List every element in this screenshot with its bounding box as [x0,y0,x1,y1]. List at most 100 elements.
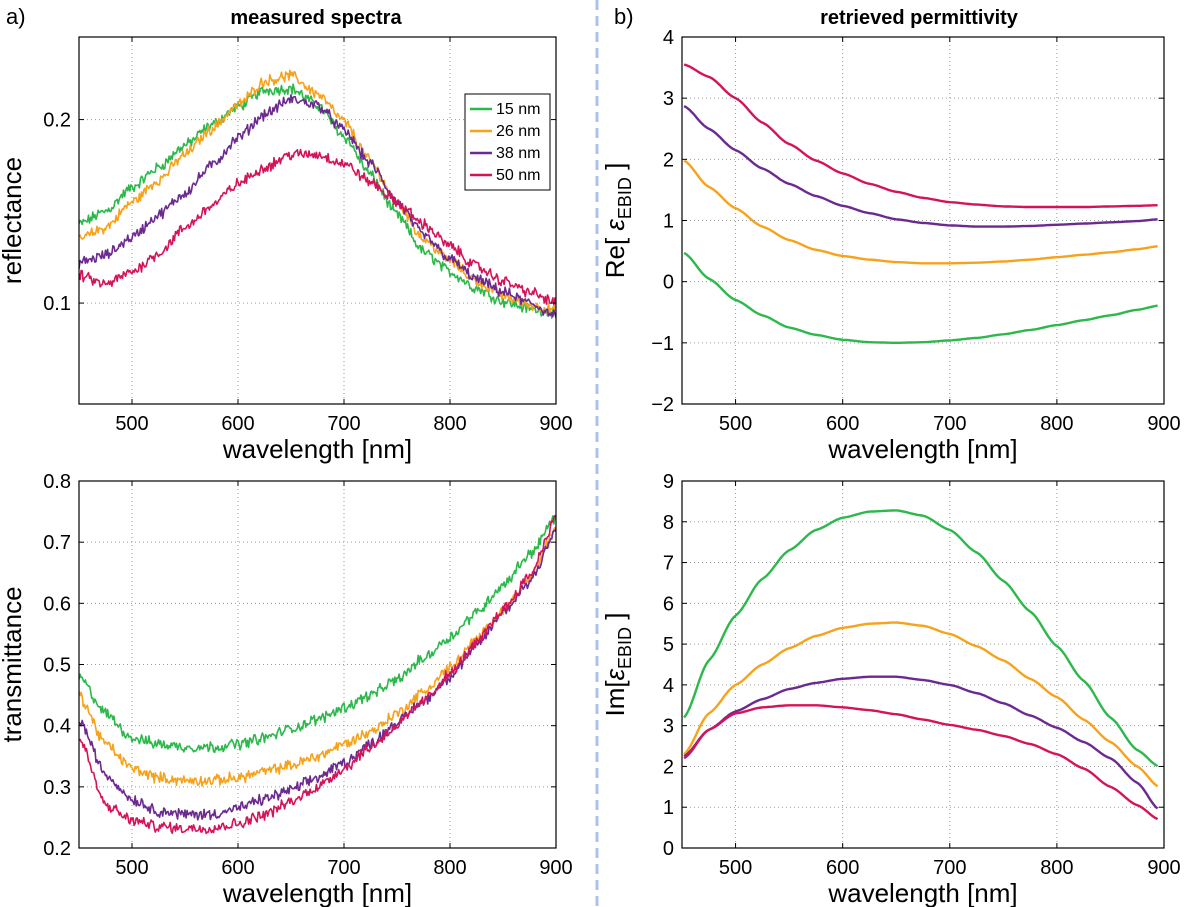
reflectance-frame [78,36,557,405]
transmittance-ytick-label-5: 0.7 [43,532,71,554]
transmittance-ytick-label-2: 0.4 [43,716,71,738]
im-eps-ytick-label-4: 4 [663,675,674,697]
reflectance-series-group [79,69,556,319]
panel-label-a: a) [6,4,26,29]
transmittance-frame [78,480,557,849]
panel-label-b: b) [614,4,634,29]
reflectance-legend-label-1: 26 nm [496,123,540,140]
reflectance-xtick-label-2: 700 [327,413,360,435]
transmittance-xtick-label-2: 700 [327,857,360,879]
re-eps-xtick-label-2: 700 [933,413,966,435]
im-eps-ytick-label-6: 6 [663,593,674,615]
reflectance-series-26nm [79,69,556,315]
reflectance-xtick-label-1: 600 [221,413,254,435]
reflectance-ylabel: reflectance [0,157,27,284]
reflectance-xlabel: wavelength [nm] [222,434,412,464]
re-eps-ytick-label-0: −2 [651,394,674,416]
re-eps-ylabel: Re[ εEBID ] [600,163,635,279]
im-eps-series-group [683,509,1159,821]
re-eps-ytick-label-5: 3 [663,88,674,110]
im-eps-ytick-label-2: 2 [663,756,674,778]
reflectance-series-15nm [79,83,556,319]
re-eps-xtick-label-3: 800 [1040,413,1073,435]
reflectance-xtick-label-0: 500 [115,413,148,435]
re-eps-series-26nm [683,159,1158,265]
re-eps-series-group [683,63,1158,344]
column-title-left: measured spectra [230,7,402,29]
reflectance-xtick-label-4: 900 [539,413,572,435]
transmittance-xtick-label-3: 800 [433,857,466,879]
transmittance-xtick-label-1: 600 [221,857,254,879]
re-eps-series-38nm [683,105,1158,228]
column-title-right: retrieved permittivity [820,7,1019,29]
transmittance-ytick-label-6: 0.8 [43,471,71,493]
im-eps-ytick-label-8: 8 [663,512,674,534]
transmittance-series-group [79,514,556,835]
re-eps-ytick-label-2: 0 [663,272,674,294]
im-eps-xtick-label-4: 900 [1147,857,1180,879]
re-eps-ylabel-prefix: Re[ [600,231,630,279]
im-eps-ytick-label-9: 9 [663,471,674,493]
chart-re-eps: 500 600 700 800 900 −2 −1 0 1 2 3 4 wavelength [nm] R… [600,27,1181,464]
reflectance-xtick-label-3: 800 [433,413,466,435]
reflectance-ytick-label-1: 0.2 [43,110,71,132]
im-eps-ytick-label-7: 7 [663,553,674,575]
re-eps-ytick-label-1: −1 [651,333,674,355]
im-eps-xtick-label-3: 800 [1040,857,1073,879]
im-eps-ylabel-symbol: ε [600,668,630,680]
transmittance-ytick-label-3: 0.5 [43,655,71,677]
transmittance-series-26nm [79,526,556,787]
transmittance-ytick-label-1: 0.3 [43,777,71,799]
im-eps-xtick-label-0: 500 [719,857,752,879]
re-eps-ylabel-suffix: ] [600,163,630,177]
transmittance-xtick-label-0: 500 [115,857,148,879]
im-eps-xtick-label-1: 600 [826,857,859,879]
re-eps-ytick-label-3: 1 [663,211,674,233]
transmittance-ylabel: transmittance [0,586,27,742]
im-eps-xlabel: wavelength [nm] [827,878,1017,907]
re-eps-xtick-label-0: 500 [719,413,752,435]
transmittance-xtick-label-4: 900 [539,857,572,879]
im-eps-ytick-label-0: 0 [663,838,674,860]
re-eps-ylabel-subscript: EBID [615,177,635,219]
im-eps-frame [681,480,1165,849]
im-eps-ylabel-prefix: Im[ [600,680,630,717]
reflectance-legend-label-3: 50 nm [496,167,540,184]
reflectance-legend: 15 nm 26 nm 38 nm 50 nm [464,93,551,191]
chart-transmittance: 500 600 700 800 900 0.2 0.3 0.4 0.5 0.6 0.7 0.8 wave… [0,471,573,907]
reflectance-ytick-label-0: 0.1 [43,293,71,315]
re-eps-series-15nm [683,251,1158,344]
re-eps-xtick-label-1: 600 [826,413,859,435]
reflectance-series-38nm [79,94,556,318]
transmittance-xlabel: wavelength [nm] [222,878,412,907]
im-eps-xtick-label-2: 700 [933,857,966,879]
im-eps-ylabel-suffix: ] [600,612,630,626]
reflectance-series-50nm [79,148,556,306]
im-eps-ytick-label-1: 1 [663,797,674,819]
transmittance-series-38nm [79,528,556,821]
im-eps-series-15nm [683,509,1159,768]
transmittance-series-15nm [79,515,556,754]
re-eps-xlabel: wavelength [nm] [827,434,1017,464]
re-eps-series-50nm [683,63,1158,209]
im-eps-ylabel-subscript: EBID [615,627,635,669]
im-eps-ylabel: Im[εEBID ] [600,612,635,716]
re-eps-ylabel-symbol: ε [600,219,630,231]
im-eps-ytick-label-5: 5 [663,634,674,656]
chart-im-eps: 500 600 700 800 900 0 1 2 3 4 5 6 7 8 9 wavelength [nm]… [600,471,1181,907]
chart-reflectance: 500 600 700 800 900 0.1 0.2 wavelength [nm] refl… [0,36,573,464]
transmittance-ytick-label-4: 0.6 [43,593,71,615]
im-eps-series-38nm [683,675,1159,810]
im-eps-ytick-label-3: 3 [663,716,674,738]
re-eps-xtick-label-4: 900 [1147,413,1180,435]
re-eps-ytick-label-4: 2 [663,149,674,171]
im-eps-series-50nm [683,704,1159,821]
transmittance-series-50nm [79,514,556,835]
transmittance-ytick-label-0: 0.2 [43,838,71,860]
reflectance-legend-label-0: 15 nm [496,101,540,118]
im-eps-series-26nm [683,621,1159,788]
reflectance-legend-label-2: 38 nm [496,145,540,162]
re-eps-ytick-label-6: 4 [663,27,674,49]
